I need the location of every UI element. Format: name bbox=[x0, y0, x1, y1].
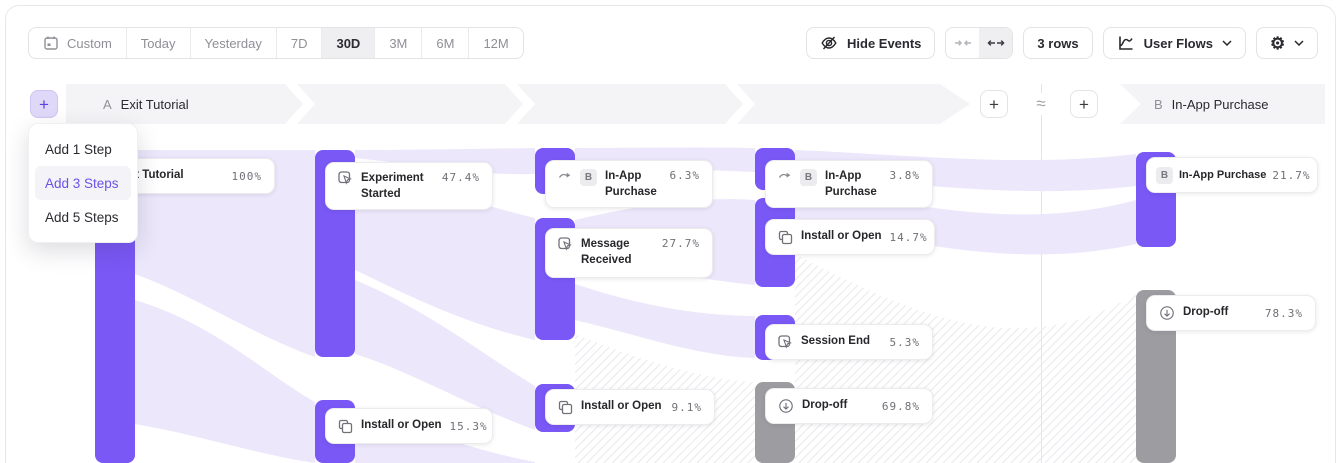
node-label: In-App Purchase bbox=[1179, 168, 1267, 181]
date-range-30d-selected[interactable]: 30D bbox=[322, 28, 376, 58]
hide-events-label: Hide Events bbox=[847, 35, 922, 51]
copy-windows-icon bbox=[338, 419, 353, 434]
panel-b-name: In-App Purchase bbox=[1171, 96, 1269, 112]
arrows-inward-icon bbox=[954, 37, 972, 49]
drop-off-icon bbox=[778, 398, 794, 414]
node-percent: 100% bbox=[231, 169, 262, 183]
node-percent: 15.3% bbox=[449, 419, 488, 433]
node-label: Drop-off bbox=[1183, 306, 1229, 319]
chart-type-label: User Flows bbox=[1143, 35, 1213, 51]
step-separator-chevron bbox=[725, 84, 755, 124]
panel-divider bbox=[1041, 84, 1042, 463]
node-card-in-app-purchase-6[interactable]: B In-App Purchase 6.3% bbox=[545, 160, 713, 208]
panel-a-header-label: A Exit Tutorial bbox=[66, 97, 189, 112]
date-range-3m[interactable]: 3M bbox=[375, 28, 423, 58]
node-percent: 21.7% bbox=[1272, 168, 1311, 182]
node-percent: 27.7% bbox=[661, 237, 700, 250]
node-label: In-App Purchase bbox=[605, 170, 657, 198]
node-label: In-App Purchase bbox=[825, 170, 877, 198]
chevron-down-icon bbox=[1222, 40, 1232, 46]
expand-columns-button[interactable] bbox=[979, 28, 1013, 58]
wave-arrow-icon bbox=[558, 169, 572, 181]
menu-item-add-5-steps[interactable]: Add 5 Steps bbox=[45, 209, 119, 225]
calendar-icon bbox=[43, 35, 59, 51]
drop-off-icon bbox=[1159, 305, 1175, 321]
date-range-custom[interactable]: Custom bbox=[29, 28, 127, 58]
date-range-custom-label: Custom bbox=[67, 35, 112, 51]
node-card-install-or-open-14[interactable]: Install or Open 14.7% bbox=[765, 219, 935, 255]
node-card-in-app-purchase-3[interactable]: B In-App Purchase 3.8% bbox=[765, 160, 933, 208]
node-card-message-received[interactable]: Message Received 27.7% bbox=[545, 228, 713, 278]
date-range-today[interactable]: Today bbox=[127, 28, 191, 58]
step-separator-chevron bbox=[505, 84, 535, 124]
node-percent: 9.1% bbox=[671, 400, 702, 414]
user-flows-chart-icon bbox=[1117, 34, 1135, 52]
add-column-left-button[interactable]: + bbox=[980, 90, 1008, 118]
settings-dropdown-button[interactable]: ⚙ bbox=[1255, 27, 1319, 59]
panel-a-header-band[interactable]: A Exit Tutorial bbox=[66, 84, 970, 124]
panel-b-header-label: B In-App Purchase bbox=[1154, 97, 1269, 112]
node-label: Message Received bbox=[581, 238, 632, 266]
node-card-in-app-purchase-21[interactable]: B In-App Purchase 21.7% bbox=[1146, 157, 1318, 193]
node-label: Session End bbox=[801, 335, 871, 348]
node-percent: 5.3% bbox=[889, 335, 920, 349]
node-label: Drop-off bbox=[802, 399, 848, 412]
collapse-columns-button[interactable] bbox=[946, 28, 979, 58]
date-range-yesterday[interactable]: Yesterday bbox=[191, 28, 277, 58]
node-percent: 78.3% bbox=[1264, 306, 1303, 320]
node-label: Install or Open bbox=[361, 419, 442, 432]
tap-event-icon bbox=[778, 334, 793, 350]
date-range-7d[interactable]: 7D bbox=[277, 28, 323, 58]
panel-a-badge: A bbox=[103, 96, 112, 112]
gear-icon: ⚙ bbox=[1269, 33, 1286, 53]
node-label: Experiment Started bbox=[361, 172, 424, 200]
collapse-expand-toggle bbox=[945, 27, 1014, 59]
panel-a-name: Exit Tutorial bbox=[120, 96, 189, 112]
node-label: Install or Open bbox=[801, 230, 882, 243]
node-percent: 6.3% bbox=[669, 169, 700, 182]
event-b-badge: B bbox=[800, 169, 817, 186]
copy-windows-icon bbox=[778, 230, 793, 245]
rows-count-label: 3 rows bbox=[1037, 35, 1079, 51]
panel-b-header-band[interactable]: B In-App Purchase bbox=[1120, 84, 1325, 124]
node-card-install-or-open-9[interactable]: Install or Open 9.1% bbox=[545, 389, 715, 425]
node-card-drop-off-69[interactable]: Drop-off 69.8% bbox=[765, 388, 933, 424]
node-percent: 3.8% bbox=[889, 169, 920, 182]
date-range-6m[interactable]: 6M bbox=[422, 28, 470, 58]
menu-item-add-3-steps-highlighted[interactable]: Add 3 Steps bbox=[35, 166, 131, 200]
tap-event-icon bbox=[558, 237, 573, 252]
eye-off-icon bbox=[820, 34, 838, 52]
add-step-menu: Add 1 Step Add 3 Steps Add 5 Steps bbox=[28, 123, 138, 243]
event-b-badge: B bbox=[1156, 166, 1173, 184]
node-percent: 69.8% bbox=[881, 399, 920, 413]
panel-b-badge: B bbox=[1154, 96, 1163, 112]
node-label: Install or Open bbox=[581, 400, 662, 413]
event-b-badge: B bbox=[580, 169, 597, 186]
node-card-experiment-started[interactable]: Experiment Started 47.4% bbox=[325, 162, 493, 210]
date-range-picker: Custom Today Yesterday 7D 30D 3M 6M 12M bbox=[28, 27, 524, 59]
add-step-button-active[interactable]: + bbox=[30, 90, 58, 118]
hide-events-button[interactable]: Hide Events bbox=[806, 27, 936, 59]
menu-item-add-1-step[interactable]: Add 1 Step bbox=[45, 141, 112, 157]
node-card-install-or-open-15[interactable]: Install or Open 15.3% bbox=[325, 408, 493, 444]
step-separator-chevron bbox=[285, 84, 315, 124]
rows-count-button[interactable]: 3 rows bbox=[1023, 27, 1093, 59]
tap-event-icon bbox=[338, 171, 353, 186]
node-percent: 47.4% bbox=[441, 171, 480, 184]
toolbar-right-group: Hide Events 3 rows User Flows bbox=[806, 27, 1319, 59]
node-card-drop-off-78[interactable]: Drop-off 78.3% bbox=[1146, 295, 1316, 331]
node-card-session-end[interactable]: Session End 5.3% bbox=[765, 324, 933, 360]
add-column-right-button[interactable]: + bbox=[1070, 90, 1098, 118]
chart-type-dropdown[interactable]: User Flows bbox=[1102, 27, 1246, 59]
collapsed-steps-connector[interactable]: ≈ bbox=[1030, 93, 1052, 115]
copy-windows-icon bbox=[558, 400, 573, 415]
node-percent: 14.7% bbox=[889, 230, 928, 244]
chevron-down-icon bbox=[1294, 40, 1304, 46]
date-range-12m[interactable]: 12M bbox=[483, 35, 509, 51]
wave-arrow-icon bbox=[778, 169, 792, 181]
arrows-outward-icon bbox=[987, 37, 1005, 49]
